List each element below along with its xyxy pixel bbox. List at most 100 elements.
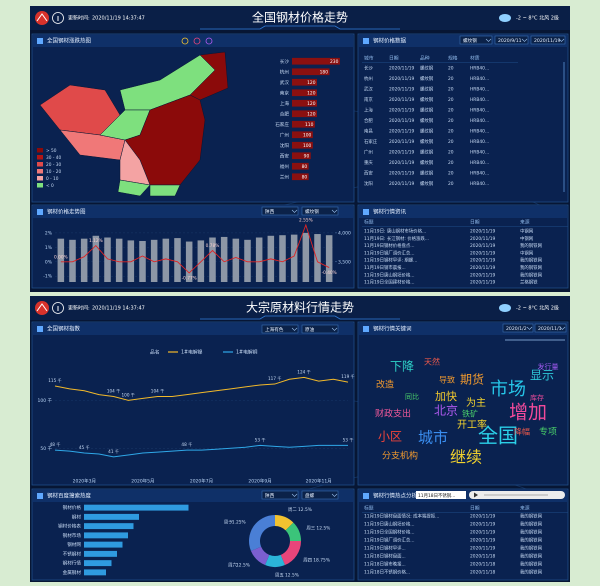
x-tick-label: 2020年5月	[131, 478, 154, 485]
table-cell: 螺纹钢	[420, 117, 434, 124]
slice-label: 周四	[303, 557, 312, 563]
keyword: 分支机构	[382, 450, 418, 462]
dropdown[interactable]	[261, 490, 299, 500]
x-tick-label: 2020年11月	[306, 478, 332, 485]
dropdown[interactable]	[261, 324, 299, 334]
bar-value: 120	[307, 101, 316, 107]
legend-label: > 50	[46, 148, 57, 154]
slice-value: 18.75%	[313, 557, 330, 563]
table-cell: 我的钢铁网	[520, 529, 543, 536]
table-cell: HRB40...	[470, 66, 489, 72]
table-cell: 11月19日: 唐山钢材市场价格...	[364, 228, 426, 235]
map-tool[interactable]	[181, 37, 189, 45]
table-cell: 11月19日钢厂调价汇总...	[364, 249, 415, 256]
bar	[84, 532, 128, 539]
bar	[255, 237, 263, 282]
keyword: 降幅	[514, 427, 530, 437]
dropdown[interactable]	[301, 324, 339, 334]
table-header: 品种	[420, 55, 430, 62]
panel-icon	[37, 493, 43, 499]
update-time: 2020/11/19 14:37:47	[92, 16, 145, 22]
dropdown-arrow	[331, 327, 338, 331]
bar	[292, 57, 340, 65]
keyword: 铁矿	[462, 409, 478, 419]
bar	[244, 239, 251, 282]
panel-icon	[363, 38, 369, 44]
bar	[150, 239, 158, 282]
bar-value: 120	[307, 90, 316, 96]
map-tool[interactable]	[205, 37, 213, 45]
dropdown[interactable]	[301, 206, 339, 216]
table-cell: 螺纹钢	[420, 138, 434, 145]
dropdown[interactable]	[534, 323, 567, 333]
dropdown[interactable]	[459, 35, 493, 45]
bar	[84, 550, 117, 557]
table-cell: 兰格钢铁	[520, 279, 538, 286]
dropdown-value: 原油	[305, 326, 315, 333]
panel-icon	[37, 209, 43, 215]
bar-label: 合肥	[280, 110, 290, 117]
data-label: 45 千	[79, 444, 90, 451]
bar	[292, 131, 313, 139]
info-icon[interactable]	[52, 302, 64, 314]
bar-value: 230	[330, 59, 339, 65]
data-label: 119 千	[341, 373, 355, 380]
slice-label: 周五	[275, 573, 284, 579]
legend-swatch	[37, 148, 43, 153]
dropdown[interactable]	[502, 323, 534, 333]
map-tool[interactable]	[193, 37, 201, 45]
panel-title: 钢材行情热点分析	[373, 492, 418, 500]
table-cell: 2020/11/19	[389, 76, 415, 82]
table-cell: 20	[448, 108, 454, 114]
audio-select[interactable]	[416, 491, 466, 499]
dropdown-arrow	[291, 493, 298, 497]
table-cell: 11月18日不锈钢价格...	[364, 569, 410, 576]
play-button[interactable]	[474, 492, 478, 498]
bar	[209, 237, 216, 282]
keyword: 北京	[434, 404, 458, 418]
table-cell: 武汉	[364, 86, 373, 93]
table-header: 材质	[470, 55, 480, 62]
bar	[292, 173, 309, 181]
table-cell: 11月19日钢材盘面情况: 成本端提振...	[364, 513, 439, 520]
logo-mark	[36, 303, 48, 312]
keyword: 专项	[539, 426, 557, 438]
x-tick-label: 2020年7月	[190, 478, 213, 485]
bar	[162, 238, 170, 282]
table-cell: 我的钢铁网	[520, 242, 543, 249]
weather: -2 ~ 8°C 北风 2级	[516, 305, 559, 312]
dropdown[interactable]	[261, 206, 299, 216]
y-tick-label: 0%	[45, 259, 53, 265]
table-cell: 2020/11/19	[389, 150, 415, 156]
keyword: 继续	[450, 448, 482, 467]
keyword: 全国	[478, 424, 518, 448]
data-label: 41 千	[108, 448, 119, 455]
bar-label: 钢材行情	[63, 560, 82, 567]
bar	[84, 513, 139, 520]
map-region	[149, 184, 181, 197]
pie-slice	[250, 546, 270, 566]
bar-value: 100	[303, 132, 312, 138]
bar	[115, 238, 123, 282]
table-cell: 11月19日: 长江钢材: 价格涨跌...	[364, 235, 429, 242]
info-icon[interactable]	[52, 12, 64, 24]
table-cell: 2020/11/19	[470, 538, 496, 544]
table-header: 标题	[364, 505, 374, 512]
keyword: 增加	[509, 402, 547, 424]
table-cell: 2020/11/18	[470, 562, 496, 568]
keyword: 财政支出	[375, 408, 411, 420]
table-cell: HRB40...	[470, 129, 489, 135]
bar-label: 福州	[280, 163, 290, 170]
dropdown[interactable]	[530, 35, 566, 45]
table-cell: 螺纹钢	[420, 86, 434, 93]
logo	[35, 11, 49, 25]
dropdown[interactable]	[494, 35, 529, 45]
table-cell: 螺纹钢	[420, 180, 434, 187]
y-tick-label: -1%	[43, 274, 52, 280]
table-cell: 2020/11/19	[470, 546, 496, 552]
bar	[232, 238, 240, 282]
dropdown[interactable]	[301, 490, 339, 500]
table-cell: 20	[448, 87, 454, 93]
scrollbar[interactable]	[563, 62, 565, 192]
dropdown-arrow	[558, 38, 565, 42]
